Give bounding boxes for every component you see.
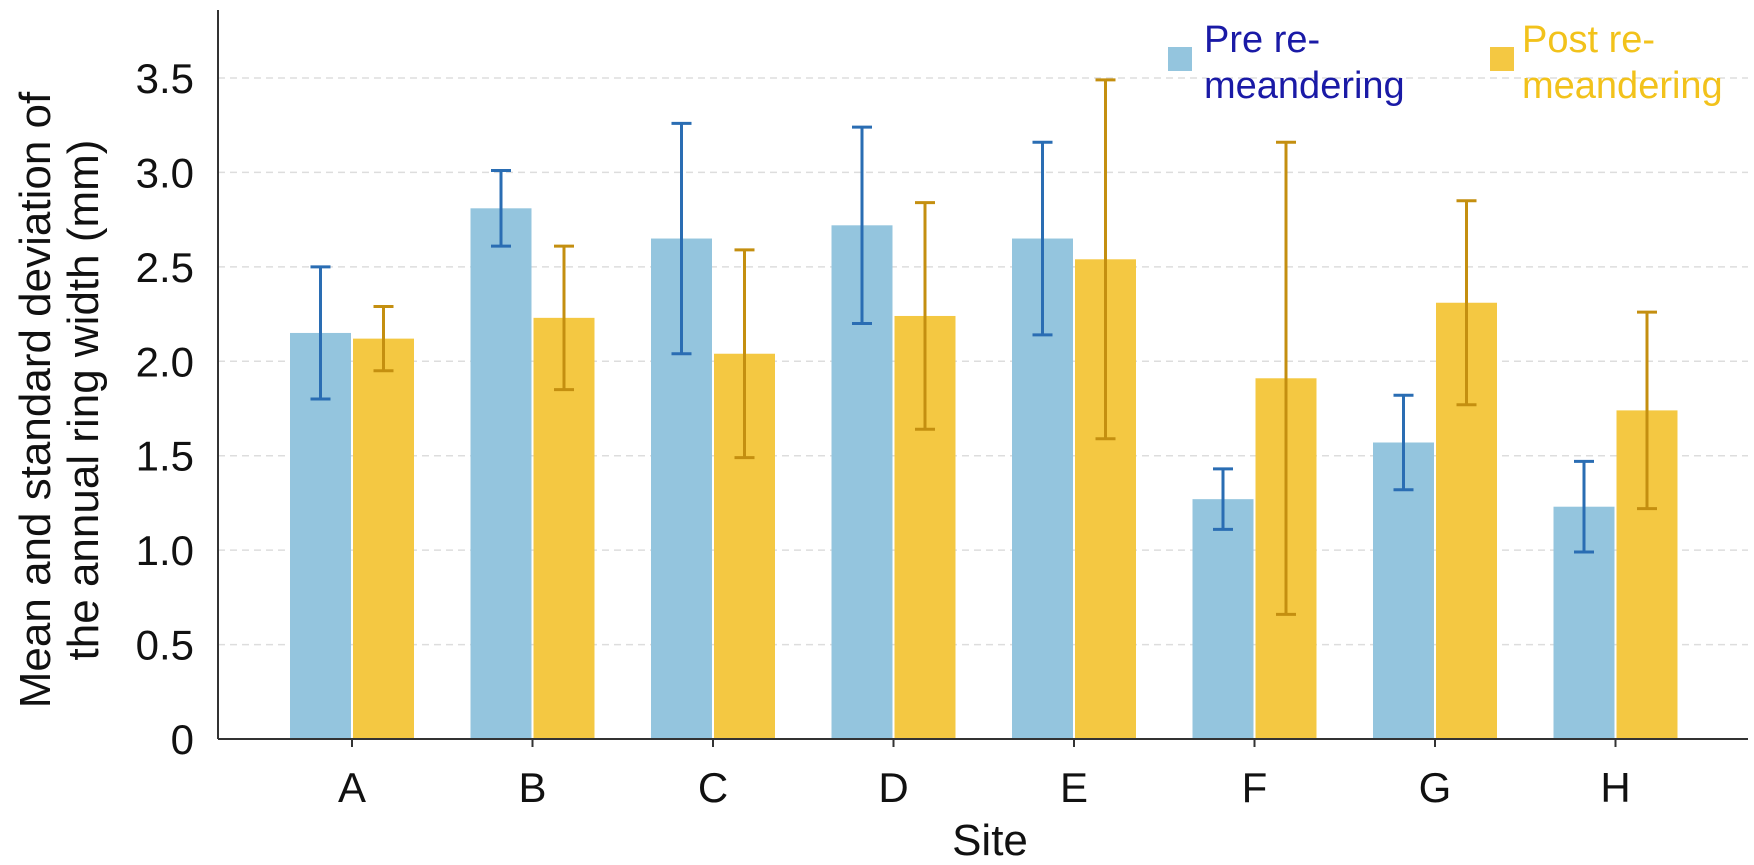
y-tick-label: 3.0 [136,149,194,196]
x-tick-label-A: A [338,764,366,811]
y-tick-labels: 0 0.5 1.0 1.5 2.0 2.5 3.0 3.5 [136,55,194,763]
y-tick-label: 0.5 [136,622,194,669]
error-bar-post-H [1637,310,1657,511]
x-tick-labels: A B C D E F G H [338,739,1631,811]
legend-item-post: Post re- meandering [1490,19,1723,107]
error-bar-post-G [1456,199,1477,407]
error-bar-post-C [734,248,755,460]
x-tick-label-D: D [878,764,908,811]
y-tick-label: 0 [171,716,194,763]
y-axis-title-line-1: Mean and standard deviation of [11,91,60,708]
x-axis-title: Site [952,816,1028,865]
y-tick-label: 1.5 [136,433,194,480]
error-bar-pre-F [1213,467,1233,531]
error-bar-post-A [373,305,394,373]
y-axis-title: Mean and standard deviation of the annua… [11,91,108,708]
error-bar-pre-H [1574,459,1594,554]
legend-label-post-line-2: meandering [1522,65,1723,107]
x-tick-label-B: B [518,764,546,811]
error-bar-pre-B [491,169,511,248]
bars [290,208,1678,740]
x-tick-label-H: H [1600,764,1630,811]
error-bar-pre-D [852,125,872,326]
x-tick-label-F: F [1242,764,1268,811]
legend: Pre re- meandering Post re- meandering [1168,19,1723,107]
error-bar-post-B [554,244,574,392]
bar-post-A [353,338,414,739]
y-tick-label: 2.5 [136,244,194,291]
legend-label-pre-line-1: Pre re- [1204,19,1320,61]
legend-label-post-line-1: Post re- [1522,19,1655,61]
x-tick-label-E: E [1060,764,1088,811]
error-bar-pre-C [671,121,692,356]
y-tick-label: 1.0 [136,527,194,574]
gridlines [218,77,1748,646]
x-tick-label-C: C [698,764,728,811]
bar-pre-A [290,332,351,739]
bar-pre-G [1373,442,1434,739]
bar-pre-B [470,208,532,740]
error-bars [310,78,1657,616]
y-tick-label: 2.0 [136,338,194,385]
legend-swatch-pre [1168,47,1192,71]
bar-pre-F [1192,499,1254,739]
error-bar-post-D [915,201,935,431]
legend-item-pre: Pre re- meandering [1168,19,1405,107]
legend-label-pre-line-2: meandering [1204,65,1405,107]
error-bar-post-F [1276,140,1296,616]
error-bar-pre-E [1032,140,1053,337]
legend-swatch-post [1490,47,1514,71]
y-axis-title-line-2: the annual ring width (mm) [59,140,108,661]
error-bar-post-E [1095,78,1116,441]
y-tick-label: 3.5 [136,55,194,102]
error-bar-pre-G [1393,393,1414,492]
error-bar-pre-A [310,265,331,401]
x-tick-label-G: G [1419,764,1452,811]
